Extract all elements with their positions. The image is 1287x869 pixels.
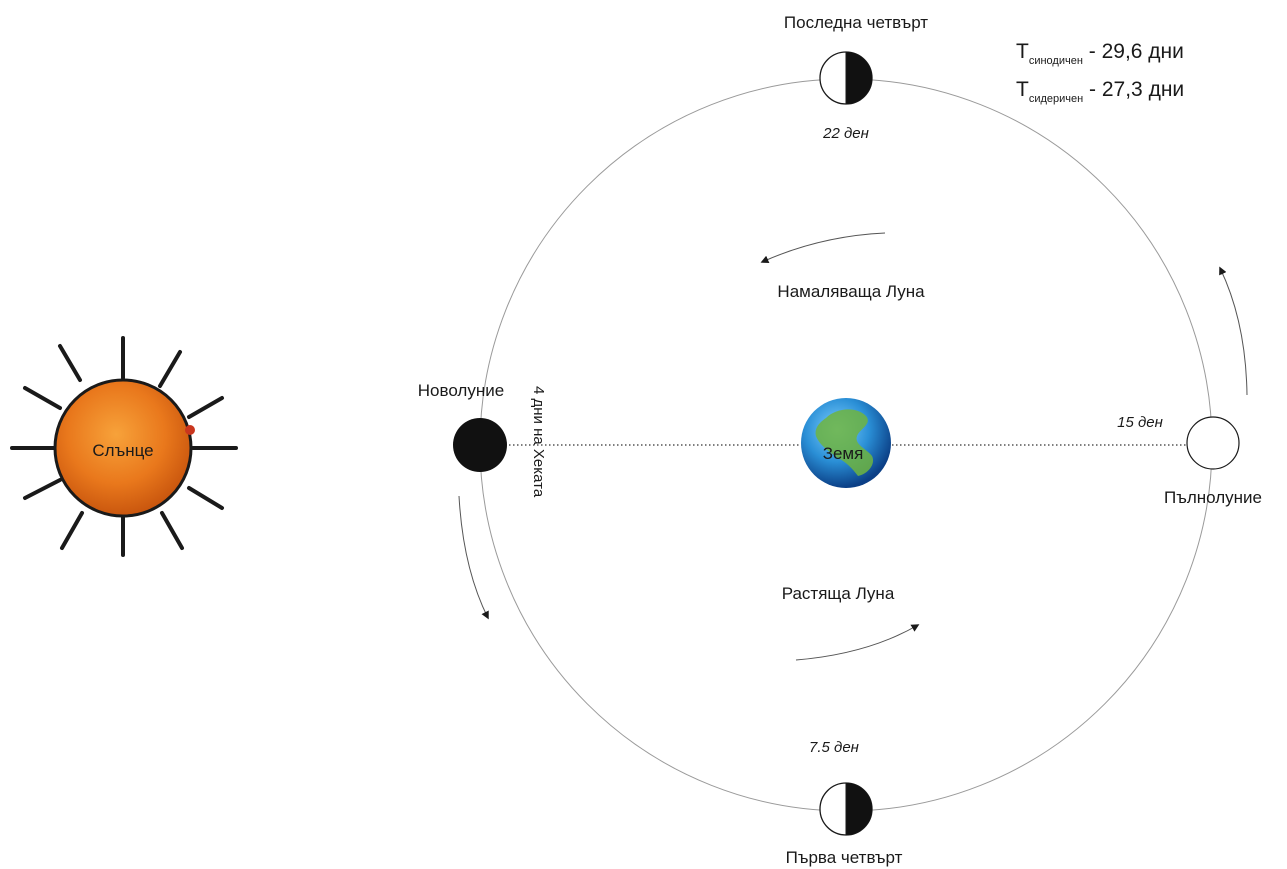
sun-disc	[53, 378, 193, 518]
waxing-arrow	[795, 624, 920, 661]
sidereal-value: - 27,3 дни	[1083, 78, 1184, 101]
orbit-arrow-left	[458, 495, 489, 620]
sun-flare	[185, 425, 195, 435]
sidereal-period: Tсидеричен - 27,3 дни	[1016, 78, 1184, 105]
svg-text:Tсинодичен - 29,6 дни: Tсинодичен - 29,6 дни	[1016, 40, 1184, 67]
moon-first-quarter	[819, 782, 873, 836]
svg-text:Tсидеричен - 27,3 дни: Tсидеричен - 27,3 дни	[1016, 78, 1184, 105]
earth: Земя	[801, 398, 891, 488]
sun-rays	[10, 336, 238, 557]
waning-moon-label: Намаляваща Луна	[777, 282, 925, 301]
earth-continents	[815, 409, 874, 476]
waxing-moon-label: Растяща Луна	[782, 584, 895, 603]
last-quarter-label: Последна четвърт	[784, 13, 928, 32]
moon-new	[453, 418, 507, 472]
first-quarter-day: 7.5 ден	[809, 739, 859, 756]
hecate-days-note: 4 дни на Хеката	[530, 386, 547, 498]
moon-last-quarter	[819, 51, 873, 105]
moon-full	[1186, 416, 1240, 470]
full-moon-label: Пълнолуние	[1164, 488, 1262, 507]
sun-label: Слънце	[92, 441, 153, 460]
synodic-value: - 29,6 дни	[1083, 40, 1184, 63]
orbit-arrow-right	[1219, 266, 1248, 396]
first-quarter-label: Първа четвърт	[786, 848, 903, 867]
sun: Слънце	[10, 336, 238, 557]
earth-label: Земя	[823, 444, 864, 463]
sidereal-symbol: T	[1016, 78, 1029, 101]
new-moon-label: Новолуние	[418, 381, 504, 400]
full-moon-day: 15 ден	[1117, 414, 1163, 431]
synodic-period: Tсинодичен - 29,6 дни	[1016, 40, 1184, 67]
synodic-symbol: T	[1016, 40, 1029, 63]
last-quarter-day: 22 ден	[822, 125, 869, 142]
synodic-subscript: синодичен	[1029, 55, 1083, 67]
waning-arrow	[760, 232, 886, 264]
sidereal-subscript: сидеричен	[1029, 93, 1083, 105]
